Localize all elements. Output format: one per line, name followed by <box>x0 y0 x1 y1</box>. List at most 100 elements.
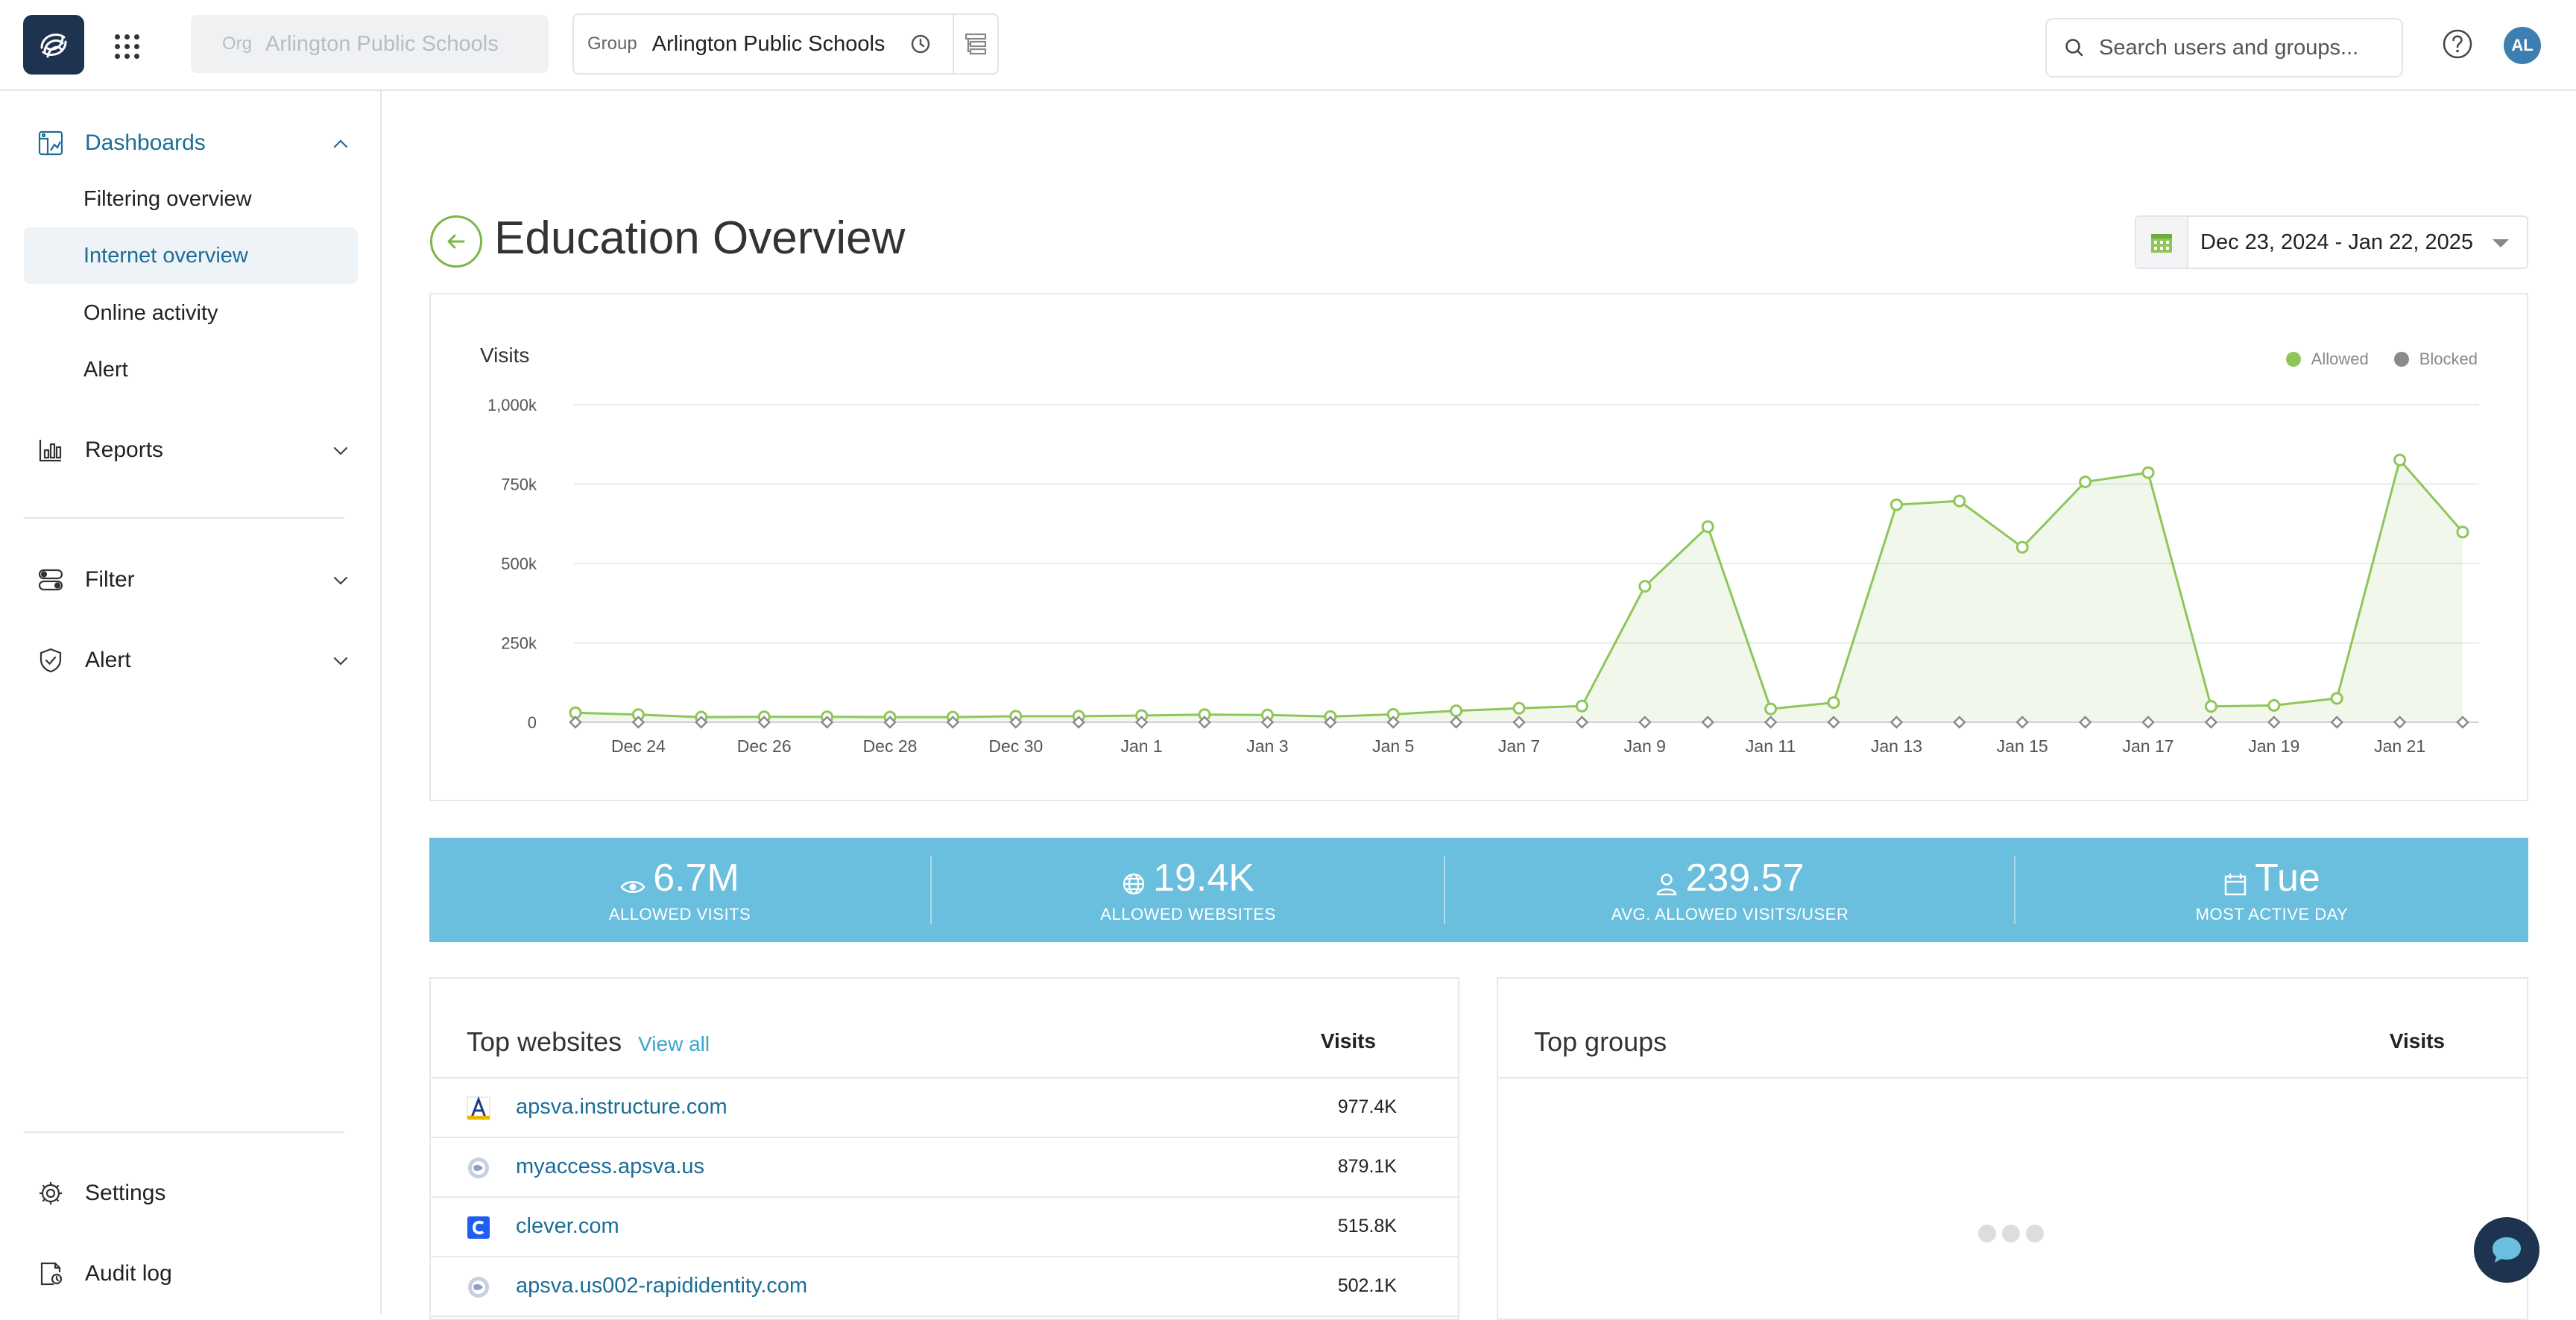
nav-reports[interactable]: Reports <box>37 437 350 464</box>
site-name[interactable]: apsva.instructure.com <box>516 1095 727 1119</box>
sidebar-item-online-activity[interactable]: Online activity <box>83 300 218 325</box>
blocked-point <box>883 716 897 729</box>
chart-legend: Allowed Blocked <box>2261 350 2478 369</box>
sidebar-divider <box>24 1131 344 1133</box>
blocked-point <box>1512 716 1526 729</box>
chevron-down-icon[interactable] <box>331 441 350 461</box>
top-websites-title: Top websites <box>467 1026 622 1057</box>
allowed-point <box>1953 494 1966 508</box>
chat-button[interactable] <box>2474 1217 2539 1283</box>
top-websites-header: Top websites View all Visits <box>431 979 1458 1079</box>
table-row[interactable]: apsva.instructure.com 977.4K <box>431 1079 1458 1138</box>
stat-most-active-day-label: MOST ACTIVE DAY <box>2195 905 2349 923</box>
legend-allowed[interactable]: Allowed <box>2285 350 2369 369</box>
legend-blocked-dot <box>2393 352 2409 367</box>
allowed-point <box>2456 525 2469 539</box>
site-name[interactable]: apsva.us002-rapididentity.com <box>516 1274 808 1298</box>
search-box[interactable] <box>2045 18 2403 78</box>
x-tick-label: Jan 19 <box>2248 736 2299 756</box>
y-tick-label: 0 <box>528 713 537 732</box>
group-selector[interactable]: Group Arlington Public Schools <box>572 13 999 75</box>
blocked-point <box>2393 716 2407 729</box>
date-range-value: Dec 23, 2024 - Jan 22, 2025 <box>2200 230 2473 254</box>
nav-alert[interactable]: Alert <box>37 647 350 674</box>
back-button[interactable] <box>430 215 482 268</box>
org-label: Org <box>222 34 253 54</box>
site-name[interactable]: clever.com <box>516 1214 619 1238</box>
legend-allowed-dot <box>2285 352 2301 367</box>
globe-favicon-icon <box>468 1277 489 1298</box>
nav-filter[interactable]: Filter <box>37 566 350 593</box>
shield-icon <box>40 648 62 673</box>
chevron-down-icon[interactable] <box>331 571 350 590</box>
visits-chart-card: 0 250k 500k 750k 1,000k Dec 24 Dec 26 Dec 28 Dec… <box>429 293 2528 801</box>
table-row[interactable]: apsva.us002-rapididentity.com 502.1K <box>431 1257 1458 1317</box>
site-visits: 502.1K <box>1337 1275 1397 1296</box>
sidebar-item-alert-dashboard[interactable]: Alert <box>83 357 128 382</box>
x-tick-label: Jan 3 <box>1246 736 1288 756</box>
allowed-point <box>1764 702 1778 716</box>
table-row[interactable]: clever.com 515.8K <box>431 1198 1458 1257</box>
sidebar-divider <box>24 517 344 519</box>
sidebar-item-internet-overview[interactable]: Internet overview <box>24 227 358 284</box>
x-tick-label: Dec 28 <box>863 736 918 756</box>
blocked-point <box>1009 716 1023 729</box>
legend-blocked[interactable]: Blocked <box>2393 350 2478 369</box>
top-bar: Org Arlington Public Schools Group Arlin… <box>0 0 2576 91</box>
nav-filter-label: Filter <box>85 567 135 592</box>
org-value: Arlington Public Schools <box>265 31 499 56</box>
nav-settings[interactable]: Settings <box>37 1180 350 1207</box>
chevron-up-icon[interactable] <box>331 134 350 154</box>
visits-column-header: Visits <box>1320 1029 1376 1052</box>
org-selector[interactable]: Org Arlington Public Schools <box>191 15 549 73</box>
nav-audit-log[interactable]: Audit log <box>37 1260 350 1287</box>
search-input[interactable] <box>2099 35 2397 60</box>
blocked-point <box>1072 716 1085 729</box>
app-grid-icon[interactable] <box>110 30 140 60</box>
app-logo[interactable] <box>23 15 84 75</box>
stat-avg-visits: 239.57 AVG. ALLOWED VISITS/USER <box>1445 838 2015 942</box>
allowed-point <box>1575 699 1588 713</box>
x-tick-label: Jan 21 <box>2374 736 2425 756</box>
help-icon[interactable] <box>2440 27 2475 61</box>
view-all-link[interactable]: View all <box>638 1032 710 1055</box>
visits-column-header: Visits <box>2389 1029 2445 1052</box>
sidebar-item-filtering-overview[interactable]: Filtering overview <box>83 186 252 211</box>
chevron-down-icon[interactable] <box>331 651 350 671</box>
blocked-point <box>2330 716 2343 729</box>
avatar[interactable]: AL <box>2504 27 2541 64</box>
blocked-point <box>2267 716 2281 729</box>
hierarchy-icon[interactable] <box>962 30 990 58</box>
stat-allowed-websites: 19.4K ALLOWED WEBSITES <box>932 838 1445 942</box>
nav-settings-label: Settings <box>85 1181 166 1205</box>
table-row[interactable]: myaccess.apsva.us 879.1K <box>431 1138 1458 1198</box>
top-groups-header: Top groups Visits <box>1498 979 2527 1079</box>
top-websites-card: Top websites View all Visits apsva.instr… <box>429 977 1459 1320</box>
dashboard-icon <box>38 130 63 156</box>
caret-down-icon <box>2493 239 2509 247</box>
audit-log-icon <box>40 1262 63 1286</box>
stat-divider <box>2014 856 2015 924</box>
history-icon[interactable] <box>908 31 933 57</box>
group-label: Group <box>587 34 637 54</box>
stat-most-active-day: Tue MOST ACTIVE DAY <box>2015 838 2528 942</box>
allowed-point <box>2393 453 2407 467</box>
arrow-left-icon <box>447 234 465 249</box>
blocked-point <box>2078 716 2092 729</box>
blocked-point <box>1386 716 1400 729</box>
x-tick-label: Jan 1 <box>1120 736 1162 756</box>
blocked-point <box>820 716 834 729</box>
blocked-point <box>2456 716 2469 729</box>
allowed-point <box>2141 466 2155 479</box>
blocked-point <box>2204 716 2218 729</box>
nav-dashboards[interactable]: Dashboards <box>37 130 350 157</box>
date-range-picker[interactable]: Dec 23, 2024 - Jan 22, 2025 <box>2135 215 2528 269</box>
calendar-icon <box>2224 874 2247 896</box>
site-name[interactable]: myaccess.apsva.us <box>516 1155 705 1178</box>
y-tick-label: 500k <box>501 555 537 573</box>
x-tick-label: Dec 26 <box>737 736 792 756</box>
nav-dashboards-label: Dashboards <box>85 130 206 155</box>
stat-allowed-websites-value: 19.4K <box>1153 856 1254 900</box>
stat-allowed-visits-value: 6.7M <box>653 856 739 900</box>
blocked-point <box>631 716 645 729</box>
